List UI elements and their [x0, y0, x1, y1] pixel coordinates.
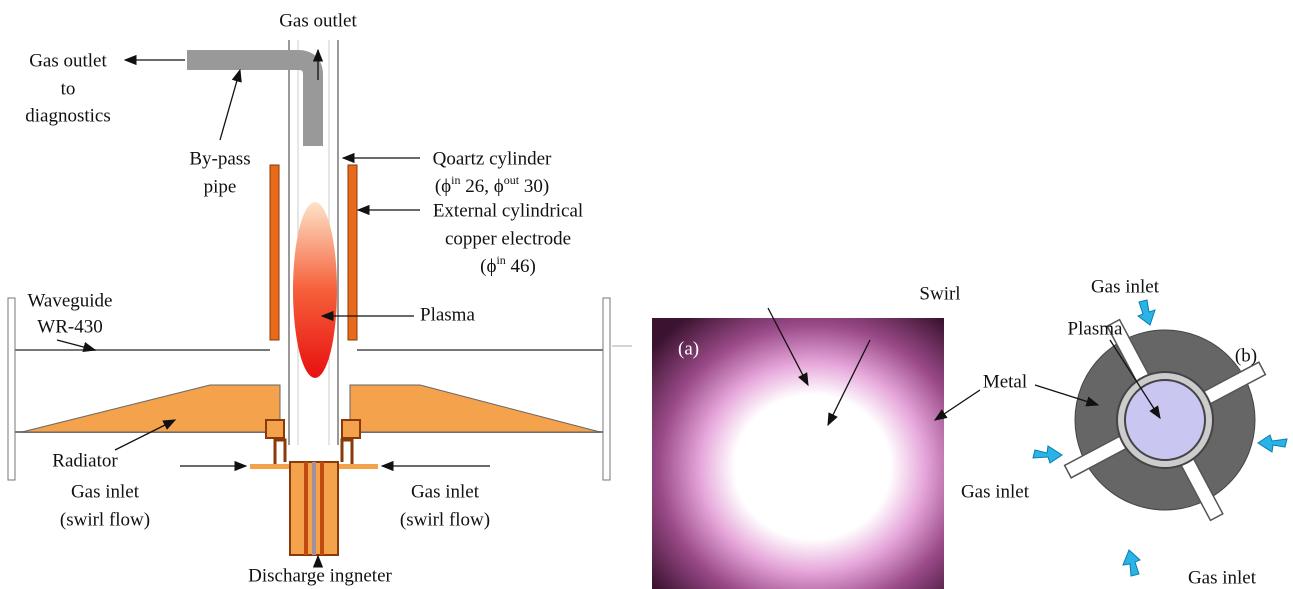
label: Gas outlet	[29, 50, 107, 71]
label: diagnostics	[25, 105, 111, 126]
label: Plasma	[1068, 318, 1123, 339]
label: Gas inlet	[1091, 276, 1160, 297]
label: (a)	[678, 338, 699, 359]
label: Discharge ingneter	[248, 565, 392, 586]
label: (b)	[1235, 345, 1257, 366]
label: Gas outlet	[279, 10, 357, 31]
label: Gas inlet	[961, 481, 1030, 502]
label: to	[61, 78, 76, 99]
reactor-drawing	[7, 40, 632, 556]
label: Metal	[983, 371, 1027, 392]
label: pipe	[204, 176, 237, 197]
label: (ϕin 26, ϕout 30)	[435, 173, 549, 198]
label: (swirl flow)	[60, 509, 150, 530]
label: Gas inlet	[411, 481, 480, 502]
label: Swirl	[919, 283, 960, 304]
reactor-arrows	[56, 48, 490, 568]
label: Radiator	[52, 450, 118, 471]
left-labels: Gas outlet Gas outlet to diagnostics By-…	[25, 10, 583, 586]
label: Plasma	[420, 304, 475, 325]
inlet-schematic: Gas inlet (b) Gas inlet Gas inlet Plasma…	[919, 276, 1288, 588]
label: WR-430	[37, 316, 102, 337]
label: Gas inlet	[71, 481, 140, 502]
plasma-photo: (a)	[652, 307, 981, 589]
label: (ϕin 46)	[480, 253, 536, 278]
label: copper electrode	[445, 228, 571, 249]
label: Qoartz cylinder	[433, 148, 552, 169]
label: Gas inlet	[1188, 567, 1257, 588]
label: (swirl flow)	[400, 509, 490, 530]
label: External cylindrical	[433, 200, 583, 221]
label: By-pass	[189, 148, 250, 169]
label: Waveguide	[28, 290, 113, 311]
